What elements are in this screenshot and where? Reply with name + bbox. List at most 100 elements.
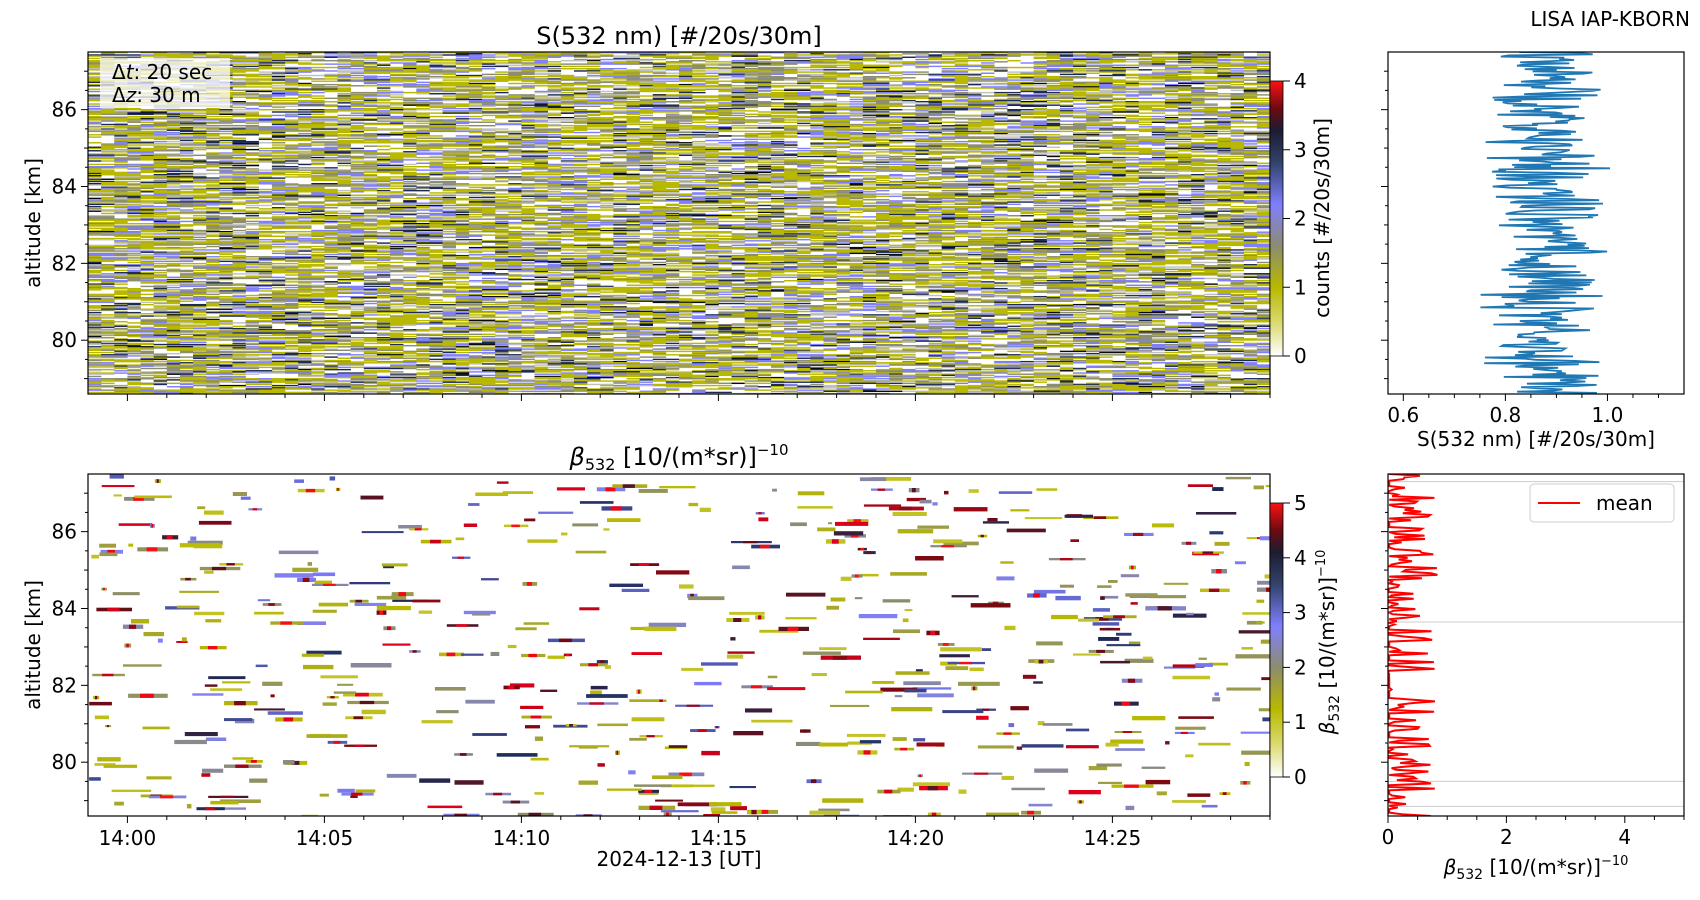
signal-cell bbox=[442, 137, 470, 139]
signal-cell bbox=[718, 73, 745, 76]
signal-cell bbox=[101, 111, 115, 113]
signal-cell bbox=[1073, 134, 1100, 136]
signal-cell bbox=[941, 109, 969, 111]
signal-cell bbox=[573, 187, 588, 190]
signal-cell bbox=[1230, 122, 1258, 125]
signal-cell bbox=[1178, 177, 1205, 179]
signal-cell bbox=[560, 183, 575, 185]
signal-cell bbox=[298, 144, 325, 146]
signal-cell bbox=[468, 161, 483, 163]
signal-cell bbox=[1073, 98, 1087, 101]
signal-cell bbox=[862, 80, 877, 82]
signal-cell bbox=[1230, 147, 1245, 150]
signal-cell bbox=[639, 186, 654, 188]
signal-cell bbox=[1099, 140, 1113, 143]
signal-cell bbox=[1151, 63, 1166, 65]
signal-cell bbox=[390, 185, 404, 187]
signal-cell bbox=[613, 91, 640, 94]
signal-cell bbox=[613, 62, 640, 64]
signal-cell bbox=[127, 142, 154, 144]
signal-cell bbox=[376, 111, 404, 113]
signal-cell bbox=[206, 178, 233, 180]
signal-cell bbox=[376, 177, 391, 179]
signal-cell bbox=[757, 69, 785, 71]
signal-cell bbox=[416, 91, 430, 94]
signal-cell bbox=[1059, 170, 1074, 172]
signal-cell bbox=[994, 95, 1021, 97]
signal-cell bbox=[587, 135, 614, 137]
signal-cell bbox=[1217, 172, 1231, 175]
signal-cell bbox=[232, 59, 260, 62]
signal-cell bbox=[784, 171, 811, 174]
signal-cell bbox=[166, 127, 181, 129]
signal-cell bbox=[1138, 180, 1166, 183]
signal-cell bbox=[770, 89, 785, 92]
signal-cell bbox=[1256, 103, 1270, 105]
signal-cell bbox=[1099, 124, 1113, 127]
signal-cell bbox=[1033, 54, 1048, 56]
signal-cell bbox=[560, 83, 588, 86]
signal-cell bbox=[153, 113, 168, 115]
signal-cell bbox=[1007, 81, 1034, 84]
signal-cell bbox=[1217, 118, 1231, 120]
signal-cell bbox=[403, 86, 430, 88]
signal-cell bbox=[166, 166, 181, 168]
signal-cell bbox=[324, 135, 338, 137]
signal-cell bbox=[1217, 123, 1231, 126]
signal-cell bbox=[468, 124, 496, 127]
signal-cell bbox=[1204, 155, 1231, 158]
signal-cell bbox=[744, 58, 759, 61]
signal-cell bbox=[1256, 184, 1270, 186]
signal-cell bbox=[416, 146, 443, 149]
signal-cell bbox=[1164, 153, 1192, 155]
signal-cell bbox=[862, 123, 877, 126]
signal-cell bbox=[757, 176, 772, 178]
signal-cell bbox=[587, 72, 614, 74]
signal-cell bbox=[573, 88, 588, 90]
signal-cell bbox=[744, 74, 772, 77]
signal-cell bbox=[271, 97, 299, 100]
signal-cell bbox=[547, 140, 562, 143]
signal-cell bbox=[1256, 69, 1270, 71]
signal-cell bbox=[679, 143, 693, 145]
signal-cell bbox=[1256, 124, 1270, 127]
signal-cell bbox=[587, 124, 614, 127]
signal-cell bbox=[928, 144, 942, 146]
signal-cell bbox=[665, 72, 680, 74]
signal-cell bbox=[889, 135, 903, 137]
signal-cell bbox=[521, 137, 535, 139]
signal-cell bbox=[928, 106, 942, 109]
signal-cell bbox=[718, 185, 732, 187]
signal-cell bbox=[981, 54, 1008, 56]
signal-cell bbox=[941, 89, 969, 92]
signal-cell bbox=[350, 175, 378, 177]
signal-cell bbox=[403, 91, 417, 94]
signal-cell bbox=[981, 142, 995, 144]
signal-cell bbox=[482, 77, 509, 79]
signal-cell bbox=[258, 54, 273, 56]
signal-cell bbox=[232, 93, 260, 95]
signal-cell bbox=[534, 126, 548, 128]
signal-cell bbox=[416, 172, 430, 175]
signal-cell bbox=[665, 168, 680, 170]
signal-cell bbox=[705, 159, 732, 161]
signal-cell bbox=[1020, 120, 1048, 122]
signal-cell bbox=[337, 131, 365, 134]
signal-cell bbox=[258, 71, 286, 73]
signal-cell bbox=[390, 129, 404, 131]
signal-cell bbox=[639, 128, 667, 130]
signal-cell bbox=[639, 134, 654, 136]
signal-cell bbox=[298, 63, 325, 65]
signal-cell bbox=[324, 104, 338, 106]
signal-cell bbox=[1007, 175, 1034, 177]
signal-cell bbox=[429, 69, 443, 71]
signal-cell bbox=[298, 155, 312, 158]
signal-cell bbox=[1217, 55, 1245, 57]
signal-cell bbox=[1125, 61, 1139, 63]
signal-cell bbox=[534, 99, 562, 102]
signal-cell bbox=[363, 151, 378, 153]
signal-cell bbox=[101, 120, 115, 122]
signal-cell bbox=[1256, 151, 1270, 153]
signal-cell bbox=[1033, 134, 1061, 136]
